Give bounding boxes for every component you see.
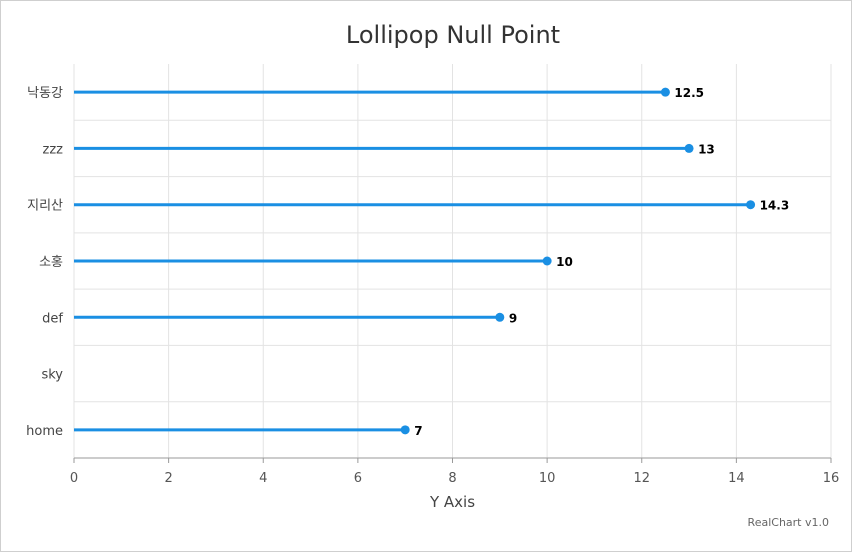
data-label: 10 bbox=[556, 255, 573, 269]
data-label: 7 bbox=[414, 424, 422, 438]
lollipop-head bbox=[495, 312, 505, 322]
category-label: home bbox=[26, 424, 63, 439]
chart-title: Lollipop Null Point bbox=[345, 21, 561, 49]
x-tick-label: 2 bbox=[164, 471, 172, 486]
lollipop-head bbox=[746, 200, 756, 210]
x-tick-label: 16 bbox=[823, 471, 840, 486]
category-label: sky bbox=[41, 368, 63, 383]
category-label: def bbox=[42, 311, 63, 326]
category-label: 낙동강 bbox=[27, 86, 63, 101]
x-axis-title: Y Axis bbox=[429, 493, 475, 511]
lollipop-head bbox=[400, 425, 410, 435]
category-label: 소홍 bbox=[39, 255, 63, 270]
data-label: 9 bbox=[509, 311, 517, 325]
data-label: 12.5 bbox=[674, 86, 704, 100]
x-tick-label: 0 bbox=[70, 471, 78, 486]
data-label: 13 bbox=[698, 142, 715, 156]
x-tick-label: 14 bbox=[728, 471, 745, 486]
x-tick-label: 6 bbox=[354, 471, 362, 486]
category-label: 지리산 bbox=[27, 199, 63, 214]
credit-label[interactable]: RealChart v1.0 bbox=[747, 516, 829, 529]
x-tick-label: 10 bbox=[539, 471, 556, 486]
x-tick-label: 8 bbox=[448, 471, 456, 486]
lollipop-head bbox=[542, 256, 552, 266]
x-tick-label: 4 bbox=[259, 471, 267, 486]
lollipop-head bbox=[684, 143, 694, 153]
category-label: zzz bbox=[43, 142, 64, 157]
x-tick-label: 12 bbox=[633, 471, 650, 486]
lollipop-head bbox=[660, 87, 670, 97]
data-label: 14.3 bbox=[760, 199, 790, 213]
